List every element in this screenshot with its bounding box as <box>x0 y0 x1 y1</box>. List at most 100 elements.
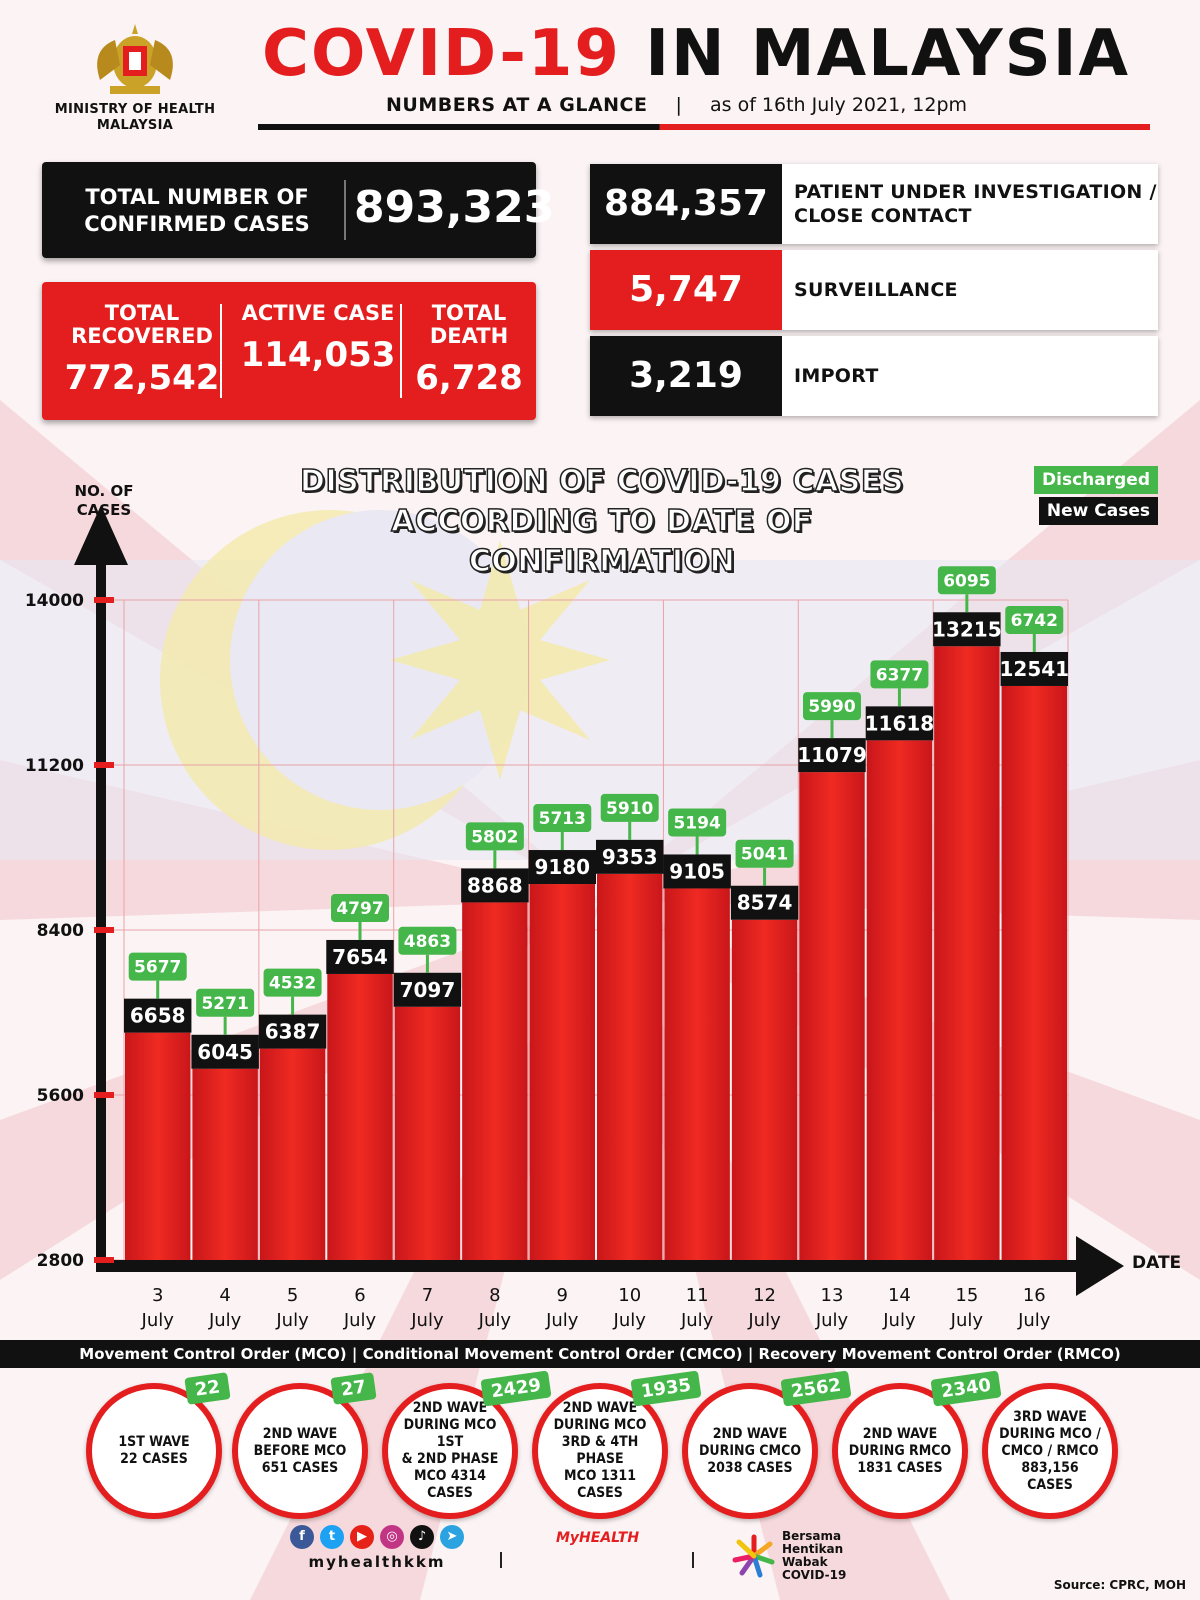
discharged-label: 5802 <box>471 827 518 847</box>
wave-circle: 1ST WAVE 22 CASES <box>86 1383 222 1519</box>
x-tick-label-day: 10 <box>618 1285 641 1306</box>
y-tick-mark <box>94 1092 114 1098</box>
new-cases-label-bg <box>461 868 529 903</box>
discharged-label-bg <box>398 926 457 955</box>
discharged-label: 6095 <box>943 571 990 591</box>
social-icons: f t ▶ ◎ ♪ ➤ <box>290 1525 464 1549</box>
new-cases-label-bg <box>730 885 799 920</box>
bar <box>394 1006 461 1260</box>
wave-badge: 22 <box>184 1372 231 1405</box>
y-tick-mark <box>94 927 114 933</box>
bar <box>597 873 663 1260</box>
y-tick-label: 2800 <box>37 1251 84 1271</box>
footer-separator <box>500 1552 502 1568</box>
discharged-label: 5271 <box>201 994 248 1014</box>
active-value: 114,053 <box>240 335 396 375</box>
recovered-value: 772,542 <box>64 358 220 398</box>
as-of-date: as of 16th July 2021, 12pm <box>709 94 968 116</box>
source-note: Source: CPRC, MOH <box>1053 1578 1186 1592</box>
total-confirmed-box: TOTAL NUMBER OF CONFIRMED CASES 893,323 <box>42 162 555 258</box>
new-cases-label: 8868 <box>467 873 523 897</box>
discharged-label: 5990 <box>808 697 855 717</box>
new-cases-label-bg <box>596 839 664 874</box>
x-axis-line <box>96 1260 1086 1272</box>
page-title: COVID-19 IN MALAYSIA <box>262 14 1130 94</box>
new-cases-label-bg <box>798 738 866 773</box>
discharged-label: 6377 <box>876 665 923 685</box>
twitter-icon[interactable]: t <box>320 1525 344 1549</box>
x-tick-label-day: 3 <box>152 1285 163 1306</box>
wave-text: 2ND WAVE BEFORE MCO 651 CASES <box>253 1425 347 1476</box>
discharged-label-bg <box>735 839 794 868</box>
y-axis-arrow-icon <box>74 505 128 565</box>
wave-circle: 2ND WAVE DURING CMCO 2038 CASES <box>682 1383 818 1519</box>
death-col: TOTAL DEATH 6,728 <box>404 302 534 402</box>
total-confirmed-label: TOTAL NUMBER OF CONFIRMED CASES <box>84 185 310 236</box>
new-cases-label: 6387 <box>265 1020 321 1044</box>
discharged-label-bg <box>870 660 929 689</box>
new-cases-label: 6045 <box>197 1040 253 1064</box>
instagram-icon[interactable]: ◎ <box>380 1525 404 1549</box>
myhealth-logo: MyHEALTH <box>556 1530 640 1546</box>
chart-legend: Discharged New Cases <box>1034 466 1158 528</box>
chart-title: DISTRIBUTION OF COVID-19 CASES ACCORDING… <box>299 463 904 580</box>
facebook-icon[interactable]: f <box>290 1525 314 1549</box>
discharged-label: 5677 <box>134 958 181 978</box>
tiktok-icon[interactable]: ♪ <box>410 1525 434 1549</box>
x-axis-label: DATE <box>1132 1253 1182 1273</box>
bersama-text: Bersama Hentikan Wabak COVID-19 <box>782 1529 847 1582</box>
discharged-label-bg <box>668 808 727 837</box>
new-cases-label-bg <box>933 612 1001 647</box>
category-label: PATIENT UNDER INVESTIGATION / CLOSE CONT… <box>794 181 1157 227</box>
bar <box>799 772 865 1260</box>
new-cases-label: 9353 <box>602 845 658 869</box>
ministry-block: MINISTRY OF HEALTH MALAYSIA <box>40 20 230 134</box>
category-row-pui: 884,357 PATIENT UNDER INVESTIGATION / CL… <box>590 164 1158 244</box>
discharged-label-bg <box>128 952 187 981</box>
y-tick-label: 8400 <box>37 921 84 941</box>
wave-circle: 2ND WAVE DURING MCO 1ST & 2ND PHASE MCO … <box>382 1383 518 1519</box>
outcomes-box: TOTAL RECOVERED 772,542 ACTIVE CASE 114,… <box>42 282 536 420</box>
wave-circle: 2ND WAVE DURING RMCO 1831 CASES <box>832 1383 968 1519</box>
social-block: f t ▶ ◎ ♪ ➤ myhealthkkm <box>290 1525 464 1571</box>
wave-badge: 27 <box>330 1372 377 1405</box>
bar <box>327 973 393 1260</box>
discharged-label: 4863 <box>404 932 451 952</box>
active-label: ACTIVE CASE <box>241 301 395 325</box>
y-tick-label: 14000 <box>25 591 84 611</box>
category-row-import: 3,219 IMPORT <box>590 336 1158 416</box>
x-tick-label-month: July <box>747 1310 781 1331</box>
wave-badge: 1935 <box>630 1370 702 1407</box>
death-value: 6,728 <box>415 358 523 398</box>
category-value: 884,357 <box>590 164 782 244</box>
x-tick-label-month: July <box>1017 1310 1051 1331</box>
ministry-name: MINISTRY OF HEALTH MALAYSIA <box>54 102 216 133</box>
new-cases-label: 7097 <box>400 978 456 1002</box>
x-axis-arrow-icon <box>1076 1236 1124 1296</box>
category-label: SURVEILLANCE <box>794 279 958 301</box>
discharged-label: 6742 <box>1011 611 1058 631</box>
new-cases-label: 6658 <box>130 1004 186 1028</box>
x-tick-label-month: July <box>478 1310 512 1331</box>
total-confirmed-value: 893,323 <box>354 182 555 233</box>
x-tick-label-month: July <box>141 1310 175 1331</box>
x-tick-label-day: 12 <box>753 1285 776 1306</box>
wave-badge: 2429 <box>480 1370 552 1407</box>
x-tick-label-day: 16 <box>1023 1285 1046 1306</box>
youtube-icon[interactable]: ▶ <box>350 1525 374 1549</box>
new-cases-label-bg <box>528 850 596 885</box>
category-label-box: IMPORT <box>782 336 1158 416</box>
discharged-label: 4532 <box>269 974 316 994</box>
divider <box>344 180 346 240</box>
telegram-icon[interactable]: ➤ <box>440 1525 464 1549</box>
wave-text: 2ND WAVE DURING RMCO 1831 CASES <box>848 1425 952 1476</box>
discharged-label: 5713 <box>539 809 586 829</box>
y-tick-label: 5600 <box>37 1086 84 1106</box>
discharged-label-bg <box>937 566 996 595</box>
x-tick-label-day: 13 <box>821 1285 844 1306</box>
wave-text: 2ND WAVE DURING MCO 1ST & 2ND PHASE MCO … <box>401 1400 499 1501</box>
subtitle-row: NUMBERS AT A GLANCE | as of 16th July 20… <box>386 94 967 116</box>
wave-text: 1ST WAVE 22 CASES <box>118 1434 190 1467</box>
legend-new-cases: New Cases <box>1038 497 1158 525</box>
active-col: ACTIVE CASE 114,053 <box>234 302 402 379</box>
